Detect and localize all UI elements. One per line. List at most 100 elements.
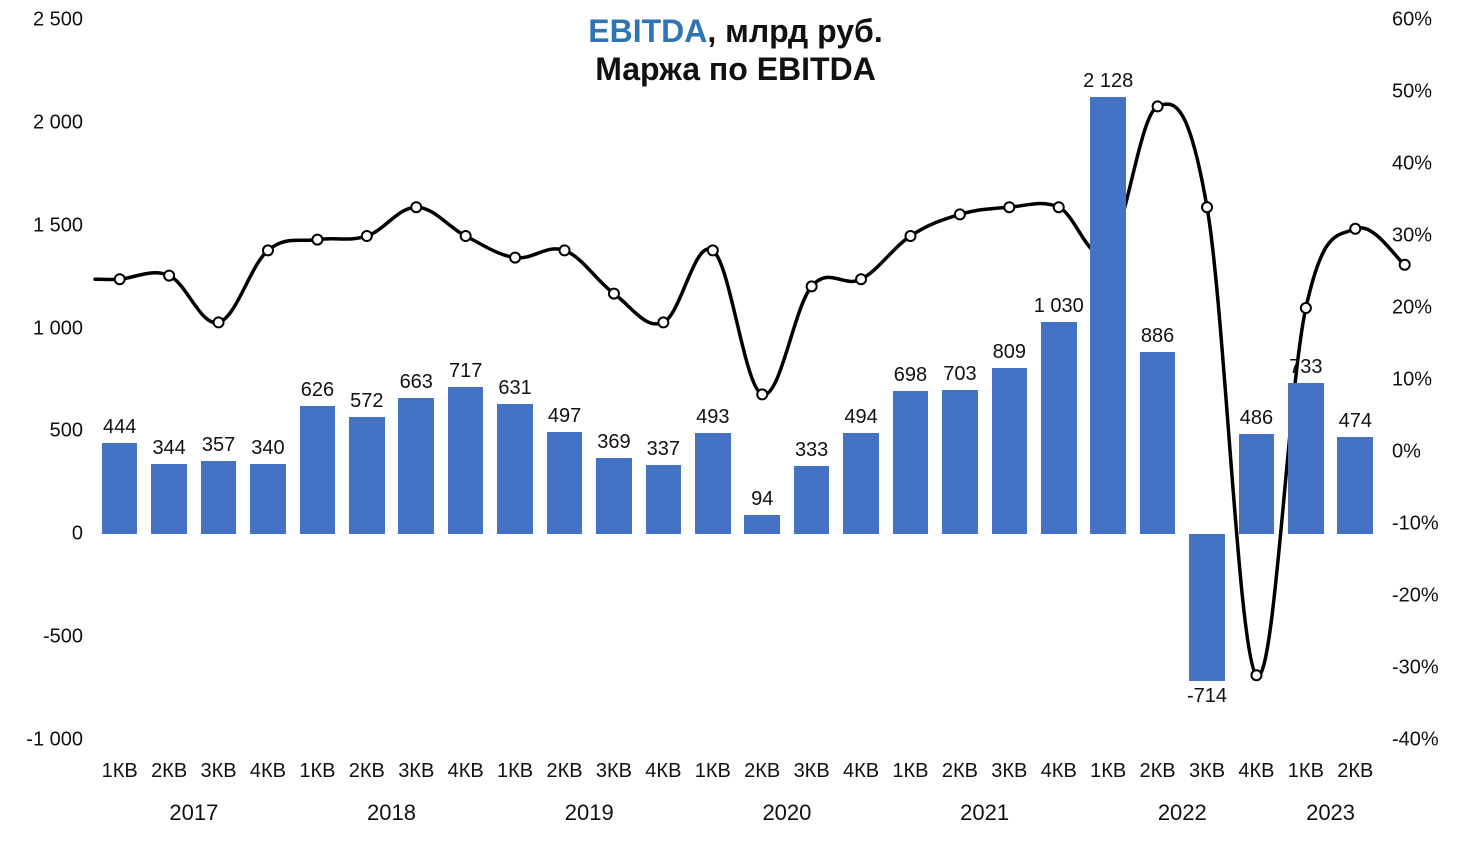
y-left-tick: 2 500 — [33, 9, 83, 32]
y-left-tick: -500 — [43, 626, 83, 649]
bar-label: 626 — [301, 379, 334, 402]
bar — [151, 464, 187, 535]
bar-label: 340 — [251, 437, 284, 460]
x-tick: 3КВ — [1189, 760, 1225, 783]
x-tick: 2КВ — [546, 760, 582, 783]
x-tick: 1КВ — [892, 760, 928, 783]
bar-label: 809 — [993, 341, 1026, 364]
bar-label: 94 — [751, 488, 773, 511]
line-layer — [95, 20, 1380, 740]
margin-marker — [1153, 101, 1163, 111]
bar — [794, 466, 830, 535]
bar-label: 337 — [647, 438, 680, 461]
x-tick: 1КВ — [299, 760, 335, 783]
bar — [646, 465, 682, 534]
x-tick: 1КВ — [695, 760, 731, 783]
y-left-tick: 1 000 — [33, 317, 83, 340]
y-right-tick: 60% — [1392, 9, 1432, 32]
x-tick: 4КВ — [250, 760, 286, 783]
x-tick: 1КВ — [102, 760, 138, 783]
y-right-tick: 40% — [1392, 153, 1432, 176]
margin-marker — [1400, 260, 1410, 270]
bar-label: -714 — [1187, 685, 1227, 708]
bar-label: 474 — [1339, 410, 1372, 433]
bar — [992, 368, 1028, 534]
x-tick: 2КВ — [942, 760, 978, 783]
margin-marker — [1301, 303, 1311, 313]
y-right-tick: -10% — [1392, 513, 1439, 536]
bar-label: 572 — [350, 390, 383, 413]
x-tick: 3КВ — [596, 760, 632, 783]
margin-marker — [856, 274, 866, 284]
margin-marker — [362, 231, 372, 241]
bar — [398, 398, 434, 534]
bar — [497, 404, 533, 534]
y-right-tick: -20% — [1392, 585, 1439, 608]
bar — [1239, 434, 1275, 534]
bar — [1189, 534, 1225, 681]
x-tick: 3КВ — [991, 760, 1027, 783]
y-left-tick: 0 — [72, 523, 83, 546]
margin-marker — [757, 389, 767, 399]
margin-marker — [1251, 670, 1261, 680]
bar — [695, 433, 731, 534]
bar-label: 663 — [400, 371, 433, 394]
margin-marker — [560, 245, 570, 255]
x-year-label: 2022 — [1158, 800, 1207, 826]
x-year-label: 2020 — [762, 800, 811, 826]
margin-marker — [312, 235, 322, 245]
bar-label: 493 — [696, 406, 729, 429]
x-tick: 1КВ — [1090, 760, 1126, 783]
margin-marker — [1004, 202, 1014, 212]
margin-marker — [609, 289, 619, 299]
bar-label: 344 — [152, 437, 185, 460]
y-right-tick: 0% — [1392, 441, 1421, 464]
margin-marker — [115, 274, 125, 284]
bar — [942, 390, 978, 535]
x-tick: 3КВ — [794, 760, 830, 783]
margin-marker — [1202, 202, 1212, 212]
x-year-label: 2018 — [367, 800, 416, 826]
margin-marker — [214, 317, 224, 327]
bar — [744, 515, 780, 534]
margin-marker — [164, 271, 174, 281]
bar — [1041, 322, 1077, 534]
bar — [547, 432, 583, 534]
x-year-label: 2017 — [169, 800, 218, 826]
y-left-tick: 2 000 — [33, 111, 83, 134]
x-year-label: 2019 — [565, 800, 614, 826]
x-tick: 4КВ — [448, 760, 484, 783]
bar-label: 703 — [943, 363, 976, 386]
y-right-tick: -40% — [1392, 729, 1439, 752]
bar-label: 444 — [103, 416, 136, 439]
bar — [1140, 352, 1176, 534]
bar — [1090, 97, 1126, 535]
x-tick: 4КВ — [1041, 760, 1077, 783]
bar-label: 1 030 — [1034, 295, 1084, 318]
x-tick: 2КВ — [1337, 760, 1373, 783]
y-left-tick: 500 — [50, 420, 83, 443]
bar — [349, 417, 385, 535]
x-tick: 4КВ — [645, 760, 681, 783]
bar — [250, 464, 286, 534]
bar — [1288, 383, 1324, 534]
margin-marker — [708, 245, 718, 255]
bar — [201, 461, 237, 534]
bar — [1337, 437, 1373, 535]
y-right-tick: 10% — [1392, 369, 1432, 392]
bar-label: 886 — [1141, 325, 1174, 348]
bar — [102, 443, 138, 534]
bar — [300, 406, 336, 535]
x-tick: 3КВ — [398, 760, 434, 783]
bar-label: 2 128 — [1083, 70, 1133, 93]
y-right-tick: 50% — [1392, 81, 1432, 104]
bar-label: 717 — [449, 360, 482, 383]
y-right-tick: 20% — [1392, 297, 1432, 320]
bar-label: 486 — [1240, 407, 1273, 430]
x-tick: 4КВ — [843, 760, 879, 783]
x-year-label: 2021 — [960, 800, 1009, 826]
y-left-tick: -1 000 — [26, 729, 83, 752]
bar-label: 333 — [795, 439, 828, 462]
x-tick: 2КВ — [349, 760, 385, 783]
x-tick: 2КВ — [151, 760, 187, 783]
